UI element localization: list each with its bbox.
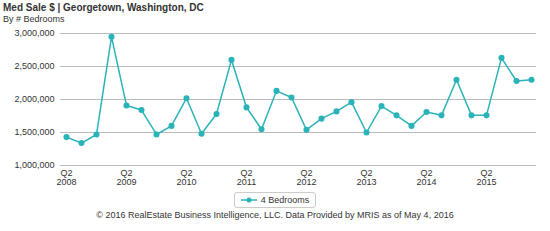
svg-text:Q22014: Q22014 bbox=[416, 168, 436, 187]
svg-text:2,000,000: 2,000,000 bbox=[14, 94, 54, 104]
html-text:© 2016 RealEstate Business Int: © 2016 RealEstate Business Intelligence,… bbox=[96, 210, 454, 220]
svg-text:Q22013: Q22013 bbox=[356, 168, 376, 187]
svg-text:Q22010: Q22010 bbox=[176, 168, 196, 187]
svg-text:Q22011: Q22011 bbox=[237, 168, 256, 187]
svg-text:2,500,000: 2,500,000 bbox=[14, 61, 54, 71]
svg-text:1,500,000: 1,500,000 bbox=[14, 127, 54, 137]
svg-text:Q22012: Q22012 bbox=[296, 168, 316, 187]
html-text:Med Sale $ | Georgetown, Washi: Med Sale $ | Georgetown, Washington, DC bbox=[3, 2, 204, 13]
svg-text:1,000,000: 1,000,000 bbox=[14, 160, 54, 170]
svg-text:3,000,000: 3,000,000 bbox=[14, 28, 54, 38]
html-text:4 Bedrooms: 4 Bedrooms bbox=[260, 195, 310, 205]
html-text:By # Bedrooms: By # Bedrooms bbox=[3, 14, 65, 24]
svg-text:Q22009: Q22009 bbox=[116, 168, 136, 187]
svg-text:Q22008: Q22008 bbox=[56, 168, 76, 187]
svg-text:Q22015: Q22015 bbox=[476, 168, 496, 187]
